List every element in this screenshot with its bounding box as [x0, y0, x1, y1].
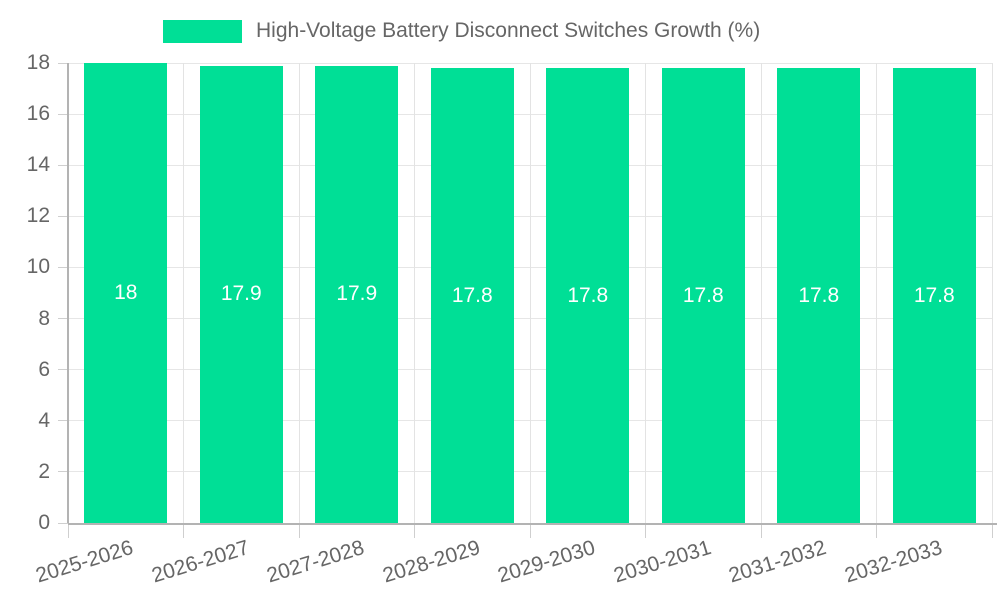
- bar-2028-2029[interactable]: [430, 68, 514, 523]
- x-axis-tick: [298, 524, 300, 538]
- bar-2031-2032[interactable]: [777, 68, 861, 523]
- gridline: [760, 63, 762, 523]
- bar-2032-2033[interactable]: [892, 68, 976, 523]
- gridline: [529, 63, 531, 523]
- legend-item[interactable]: High-Voltage Battery Disconnect Switches…: [163, 19, 760, 43]
- y-axis-tick: [58, 215, 68, 217]
- bar-value-label: 17.8: [913, 283, 955, 307]
- bar-2026-2027[interactable]: [199, 65, 283, 523]
- y-axis-tick: [58, 420, 68, 422]
- y-axis-tick: [58, 164, 68, 166]
- y-tick-label: 12: [26, 204, 50, 228]
- x-tick-label: 2026-2027: [148, 536, 252, 588]
- y-tick-label: 14: [26, 153, 50, 177]
- bar-2030-2031[interactable]: [661, 68, 745, 523]
- bar-value-label: 17.8: [567, 283, 609, 307]
- x-axis-tick: [414, 524, 415, 538]
- x-tick-label: 2028-2029: [379, 536, 483, 588]
- legend-swatch: [163, 19, 242, 43]
- gridline: [876, 63, 877, 523]
- y-axis-tick: [58, 266, 68, 268]
- gridline: [645, 63, 646, 523]
- x-tick-label: 2030-2031: [610, 536, 714, 588]
- x-tick-label: 2031-2032: [726, 536, 830, 588]
- x-axis-tick: [991, 524, 993, 538]
- bar-value-label: 17.9: [220, 282, 262, 306]
- x-tick-label: 2025-2026: [33, 536, 137, 588]
- y-tick-label: 0: [38, 511, 50, 534]
- legend-label: High-Voltage Battery Disconnect Switches…: [256, 19, 761, 42]
- y-tick-label: 18: [26, 51, 50, 74]
- y-axis-tick: [58, 471, 68, 473]
- x-axis-tick: [529, 524, 531, 538]
- y-axis-tick: [58, 369, 68, 371]
- y-tick-label: 2: [38, 459, 50, 483]
- x-tick-label: 2029-2030: [495, 536, 599, 588]
- bar-2025-2026[interactable]: [84, 63, 168, 523]
- gridline: [991, 63, 993, 523]
- y-tick-label: 6: [38, 357, 50, 381]
- gridline: [183, 63, 184, 523]
- x-tick-label: 2027-2028: [264, 536, 368, 588]
- x-axis-tick: [183, 524, 184, 538]
- y-tick-label: 16: [26, 102, 50, 126]
- x-axis-tick: [876, 524, 877, 538]
- y-axis-tick: [58, 318, 68, 320]
- bar-2029-2030[interactable]: [546, 68, 630, 523]
- y-tick-label: 8: [38, 306, 50, 330]
- y-axis-tick: [58, 522, 68, 524]
- y-axis-tick: [58, 113, 68, 115]
- y-axis-line: [67, 63, 69, 523]
- y-tick-label: 10: [26, 255, 50, 279]
- x-axis-line: [68, 523, 997, 525]
- y-axis-tick: [58, 62, 68, 64]
- bar-2027-2028[interactable]: [315, 65, 399, 523]
- bar-value-label: 17.8: [451, 283, 493, 307]
- bar-value-label: 17.8: [798, 283, 840, 307]
- gridline: [414, 63, 415, 523]
- x-tick-label: 2032-2033: [841, 536, 945, 588]
- gridline: [298, 63, 300, 523]
- x-axis-tick: [67, 524, 69, 538]
- bar-value-label: 17.9: [336, 282, 378, 306]
- x-axis-tick: [645, 524, 646, 538]
- x-axis-tick: [760, 524, 762, 538]
- y-tick-label: 4: [38, 408, 50, 432]
- bar-value-label: 18: [114, 281, 138, 304]
- bar-value-label: 17.8: [682, 283, 724, 307]
